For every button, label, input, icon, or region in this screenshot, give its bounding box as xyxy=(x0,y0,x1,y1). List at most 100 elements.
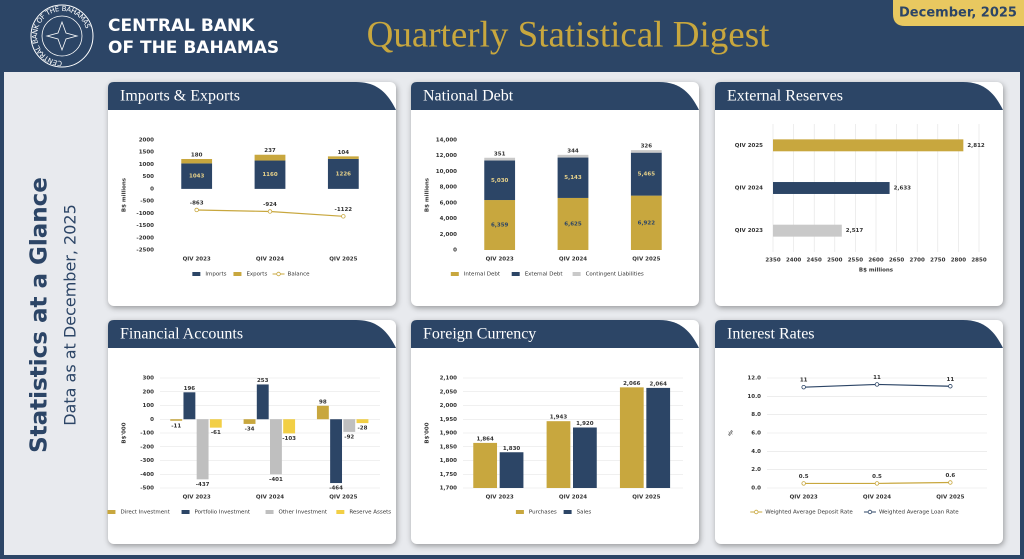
legend-label: Purchases xyxy=(529,510,557,516)
y-tick-label: 12,000 xyxy=(436,153,457,159)
y-tick-label: -500 xyxy=(140,199,154,205)
header-bar xyxy=(0,0,1024,72)
panel-tab xyxy=(108,320,396,348)
y-tick-label: QIV 2024 xyxy=(735,186,763,192)
bar xyxy=(181,158,213,164)
x-tick-label: 2850 xyxy=(971,258,986,264)
panel-title: Financial Accounts xyxy=(120,326,243,343)
data-label: 6,625 xyxy=(564,221,582,227)
x-tick-label: 2600 xyxy=(868,258,883,264)
y-tick-label: 1,800 xyxy=(440,458,458,464)
bar xyxy=(183,392,196,420)
panel-tab xyxy=(411,82,699,110)
bar xyxy=(773,224,842,237)
x-tick-label: QIV 2025 xyxy=(329,495,357,501)
data-label: 1,830 xyxy=(503,446,521,452)
chart-panel: Foreign Currency 1,700 1,750 1,800 1,850 1,90… xyxy=(411,320,699,544)
y-tick-label: 2.0 xyxy=(751,467,761,473)
y-tick-label: 0.0 xyxy=(751,486,761,492)
data-label: 1,864 xyxy=(476,436,494,442)
y-tick-label: -400 xyxy=(140,472,154,478)
bar xyxy=(196,419,209,480)
data-label: 1226 xyxy=(336,171,351,177)
data-label: -464 xyxy=(329,486,343,492)
panel-body xyxy=(715,82,1003,306)
y-tick-label: -500 xyxy=(140,486,154,492)
data-label: 1160 xyxy=(262,172,277,178)
data-label: 253 xyxy=(257,378,269,384)
data-label: 1,920 xyxy=(576,421,594,427)
data-label: 0.6 xyxy=(945,473,955,479)
y-tick-label: 1,950 xyxy=(440,417,458,423)
x-tick-label: QIV 2024 xyxy=(863,495,891,501)
y-axis-label: % xyxy=(729,430,735,436)
x-tick-label: 2700 xyxy=(910,258,925,264)
bar xyxy=(356,419,369,424)
bar xyxy=(254,154,286,161)
data-label: -437 xyxy=(196,482,210,488)
bar xyxy=(243,419,256,424)
data-label: 2,812 xyxy=(967,143,985,149)
y-tick-label: -1500 xyxy=(136,223,154,229)
seal-ring xyxy=(30,4,94,68)
legend-label: Reserve Assets xyxy=(349,510,391,516)
bar xyxy=(646,387,671,488)
bar xyxy=(316,405,329,420)
y-tick-label: 14,000 xyxy=(436,138,457,144)
bar xyxy=(484,200,516,250)
panel-title: National Debt xyxy=(423,88,514,105)
legend-label: Sales xyxy=(577,510,592,516)
bar xyxy=(343,419,356,432)
bank-name: OF THE BAHAMAS xyxy=(108,38,279,58)
y-tick-label: 1000 xyxy=(139,162,154,168)
y-tick-label: -300 xyxy=(140,458,154,464)
legend-swatch xyxy=(450,272,459,276)
legend-swatch xyxy=(265,510,274,514)
legend-swatch xyxy=(867,509,873,515)
panel-body xyxy=(411,82,699,306)
y-tick-label: 10.0 xyxy=(747,394,761,400)
bar xyxy=(546,421,571,488)
x-tick-label: QIV 2024 xyxy=(559,257,587,263)
y-tick-label: 8,000 xyxy=(440,185,458,191)
point xyxy=(948,480,953,485)
data-label: -863 xyxy=(190,200,204,206)
bar xyxy=(573,427,597,488)
legend-swatch xyxy=(754,509,759,515)
seal-star xyxy=(45,20,79,52)
y-axis-label: B$'000 xyxy=(425,422,431,443)
x-tick-label: QIV 2025 xyxy=(632,257,660,263)
y-tick-label: 8.0 xyxy=(751,412,761,418)
x-axis-label: B$ millions xyxy=(859,268,894,274)
bar xyxy=(630,152,662,196)
data-label: 237 xyxy=(264,148,276,154)
x-tick-label: QIV 2023 xyxy=(486,495,514,501)
legend-label: Imports xyxy=(205,272,226,278)
panel-tab xyxy=(108,82,396,110)
bar xyxy=(330,419,343,484)
y-tick-label: 500 xyxy=(143,174,155,180)
panel-tab xyxy=(411,320,699,348)
bar xyxy=(773,139,964,152)
data-label: 6,922 xyxy=(638,220,656,226)
legend-swatch xyxy=(515,510,524,514)
data-label: -28 xyxy=(358,426,368,432)
data-label: -34 xyxy=(245,426,255,432)
bar xyxy=(557,197,589,250)
side-title: Statistics at a Glance xyxy=(27,177,53,453)
x-tick-label: QIV 2024 xyxy=(559,495,587,501)
y-tick-label: 1500 xyxy=(139,150,154,156)
panel-title: Interest Rates xyxy=(727,326,815,343)
bar xyxy=(473,442,498,488)
legend-label: Exports xyxy=(246,272,267,278)
data-label: 196 xyxy=(184,386,196,392)
y-tick-label: 1,850 xyxy=(440,444,458,450)
y-tick-label: 0 xyxy=(150,186,154,192)
legend-swatch xyxy=(511,272,520,276)
bar xyxy=(499,452,524,488)
bar xyxy=(270,419,282,475)
y-tick-label: 2,000 xyxy=(440,403,458,409)
bar xyxy=(557,157,589,198)
